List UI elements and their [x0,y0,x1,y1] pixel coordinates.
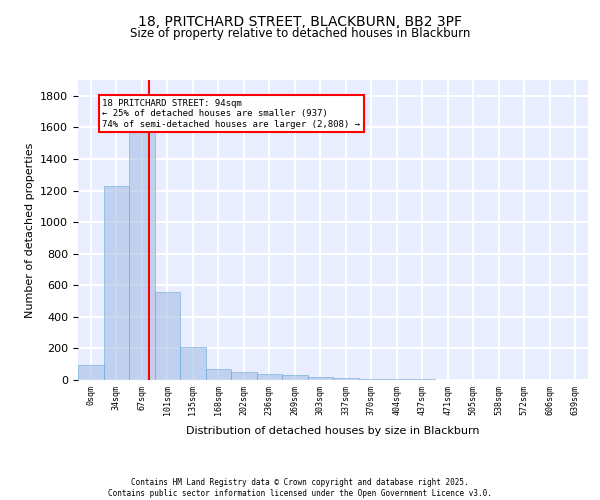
Y-axis label: Number of detached properties: Number of detached properties [25,142,35,318]
Bar [104,186,129,380]
Bar [78,365,104,380]
Text: 18 PRITCHARD STREET: 94sqm
← 25% of detached houses are smaller (937)
74% of sem: 18 PRITCHARD STREET: 94sqm ← 25% of deta… [102,99,360,128]
Bar [282,376,308,380]
Text: Size of property relative to detached houses in Blackburn: Size of property relative to detached ho… [130,28,470,40]
X-axis label: Distribution of detached houses by size in Blackburn: Distribution of detached houses by size … [186,426,480,436]
Bar [155,292,180,380]
Bar [129,120,155,380]
Text: Contains HM Land Registry data © Crown copyright and database right 2025.
Contai: Contains HM Land Registry data © Crown c… [108,478,492,498]
Bar [205,369,231,380]
Text: 18, PRITCHARD STREET, BLACKBURN, BB2 3PF: 18, PRITCHARD STREET, BLACKBURN, BB2 3PF [138,15,462,29]
Bar [359,379,384,380]
Bar [257,374,282,380]
Bar [308,377,333,380]
Bar [384,379,409,380]
Bar [409,379,435,380]
Bar [333,378,359,380]
Bar [180,347,205,380]
Bar [231,372,257,380]
